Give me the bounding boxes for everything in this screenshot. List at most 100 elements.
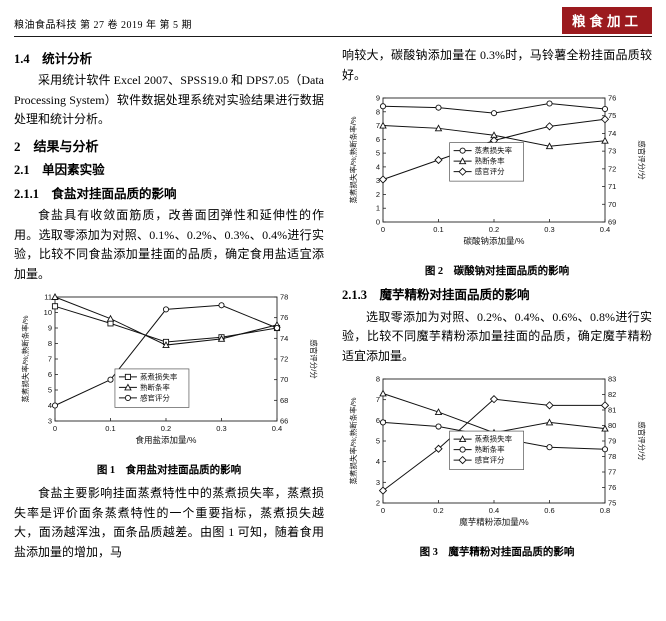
svg-text:0.1: 0.1	[105, 424, 115, 433]
paragraph-konjac-intro: 选取零添加为对照、0.2%、0.4%、0.6%、0.8%进行实验，比较不同魔芋精…	[342, 309, 652, 363]
svg-text:81: 81	[608, 406, 616, 415]
svg-text:感官评分: 感官评分	[140, 393, 170, 403]
svg-text:3: 3	[376, 176, 380, 185]
svg-text:75: 75	[608, 499, 616, 508]
svg-text:75: 75	[608, 111, 616, 120]
paragraph-soda-conclusion: 响较大，碳酸钠添加量在 0.3%时，马铃薯全粉挂面品质较好。	[342, 48, 652, 82]
figure-3-chart: 2 3 4 5 6 7 8 75 76 77 78 79 80 81 82 83 0 0.2 0.4 0.6 0.8 魔芋…	[342, 371, 652, 543]
svg-text:10: 10	[44, 308, 52, 317]
svg-text:70: 70	[280, 375, 288, 384]
svg-text:0.2: 0.2	[161, 424, 171, 433]
svg-text:蒸煮损失率/%;熟断条率/%: 蒸煮损失率/%;熟断条率/%	[348, 116, 358, 203]
svg-text:83: 83	[608, 375, 616, 384]
svg-text:熟断条率: 熟断条率	[475, 156, 505, 166]
svg-text:感官评分: 感官评分	[475, 455, 505, 465]
svg-text:79: 79	[608, 437, 616, 446]
svg-text:1: 1	[376, 204, 380, 213]
svg-text:食用盐添加量/%: 食用盐添加量/%	[136, 435, 197, 445]
svg-text:蒸煮损失率/%;熟断条率/%: 蒸煮损失率/%;熟断条率/%	[348, 397, 358, 484]
svg-text:78: 78	[280, 293, 288, 302]
svg-text:78: 78	[608, 452, 616, 461]
svg-text:蒸煮损失率: 蒸煮损失率	[140, 372, 178, 382]
svg-text:魔芋精粉添加量/%: 魔芋精粉添加量/%	[459, 517, 529, 527]
page-header: 粮油食品科技 第 27 卷 2019 年 第 5 期 粮食加工	[14, 7, 652, 37]
svg-text:蒸煮损失率: 蒸煮损失率	[475, 145, 513, 155]
heading-2-1-3-konjac: 2.1.3 魔芋精粉对挂面品质的影响	[342, 288, 530, 303]
svg-text:感官评分/分: 感官评分/分	[309, 339, 319, 379]
figure-2: 0 1 2 3 4 5 6 7 8 9 69 70 71 72 73 74 75 76 0 0.1 0.2 0.3 0.4 碳…	[342, 90, 652, 280]
svg-text:0.2: 0.2	[489, 225, 499, 234]
svg-text:82: 82	[608, 390, 616, 399]
svg-text:2: 2	[376, 499, 380, 508]
heading-2-1-single-factor: 2.1 单因素实验	[14, 163, 105, 178]
svg-text:3: 3	[376, 478, 380, 487]
svg-text:72: 72	[280, 355, 288, 364]
svg-text:77: 77	[608, 468, 616, 477]
heading-2-results: 2 结果与分析	[14, 139, 99, 155]
svg-text:8: 8	[376, 375, 380, 384]
heading-1-4-statistics: 1.4 统计分析	[14, 52, 93, 66]
svg-text:0.4: 0.4	[272, 424, 282, 433]
svg-text:71: 71	[608, 182, 616, 191]
svg-text:0.3: 0.3	[216, 424, 226, 433]
paragraph-salt-intro: 食盐具有收敛面筋质，改善面团弹性和延伸性的作用。选取零添加为对照、0.1%、0.…	[14, 207, 324, 281]
figure-3-caption: 图 3 魔芋精粉对挂面品质的影响	[419, 547, 575, 559]
svg-text:6: 6	[376, 416, 380, 425]
svg-text:感官评分/分: 感官评分/分	[637, 421, 647, 461]
svg-text:0.3: 0.3	[544, 225, 554, 234]
svg-text:69: 69	[608, 218, 616, 227]
svg-text:74: 74	[280, 334, 288, 343]
svg-text:0: 0	[53, 424, 57, 433]
svg-text:熟断条率: 熟断条率	[140, 382, 170, 392]
figure-2-caption: 图 2 碳酸钠对挂面品质的影响	[424, 266, 570, 278]
svg-text:2: 2	[376, 190, 380, 199]
section-badge: 粮食加工	[562, 7, 652, 34]
svg-text:5: 5	[48, 386, 52, 395]
svg-text:66: 66	[280, 417, 288, 426]
svg-text:0.6: 0.6	[544, 506, 554, 515]
svg-text:68: 68	[280, 396, 288, 405]
figure-3: 2 3 4 5 6 7 8 75 76 77 78 79 80 81 82 83 0 0.2 0.4 0.6 0.8 魔芋…	[342, 371, 652, 561]
svg-text:4: 4	[376, 457, 380, 466]
svg-text:8: 8	[48, 339, 52, 348]
svg-text:熟断条率: 熟断条率	[475, 444, 505, 454]
svg-text:9: 9	[376, 94, 380, 103]
figure-2-chart: 0 1 2 3 4 5 6 7 8 9 69 70 71 72 73 74 75 76 0 0.1 0.2 0.3 0.4 碳…	[342, 90, 652, 262]
svg-text:3: 3	[48, 417, 52, 426]
svg-text:0.4: 0.4	[489, 506, 499, 515]
svg-text:9: 9	[48, 324, 52, 333]
svg-text:11: 11	[44, 293, 52, 302]
svg-text:7: 7	[48, 355, 52, 364]
svg-text:感官评分: 感官评分	[475, 166, 505, 176]
svg-text:0.8: 0.8	[600, 506, 610, 515]
svg-text:碳酸钠添加量/%: 碳酸钠添加量/%	[464, 236, 525, 246]
two-column-body: 1.4 统计分析 采用统计软件 Excel 2007、SPSS19.0 和 DP…	[14, 46, 652, 566]
svg-text:72: 72	[608, 164, 616, 173]
paragraph-salt-discussion: 食盐主要影响挂面蒸煮特性中的蒸煮损失率，蒸煮损失率是评价面条蒸煮特性的一个重要指…	[14, 486, 324, 559]
left-column: 1.4 统计分析 采用统计软件 Excel 2007、SPSS19.0 和 DP…	[14, 46, 324, 566]
svg-text:0: 0	[376, 218, 380, 227]
svg-text:5: 5	[376, 149, 380, 158]
svg-text:7: 7	[376, 121, 380, 130]
svg-text:蒸煮损失率: 蒸煮损失率	[475, 434, 513, 444]
svg-text:6: 6	[48, 370, 52, 379]
journal-info: 粮油食品科技 第 27 卷 2019 年 第 5 期	[14, 20, 192, 31]
svg-text:76: 76	[280, 313, 288, 322]
figure-1: 3 4 5 6 7 8 9 10 11 66 68 70 72 74 76 78 0 0.1 0.2 0.3 0.4 食用…	[14, 289, 324, 479]
svg-text:8: 8	[376, 107, 380, 116]
svg-text:80: 80	[608, 421, 616, 430]
svg-text:7: 7	[376, 395, 380, 404]
svg-text:6: 6	[376, 135, 380, 144]
svg-text:5: 5	[376, 437, 380, 446]
paragraph-statistics: 采用统计软件 Excel 2007、SPSS19.0 和 DPS7.05（Dat…	[14, 73, 324, 127]
svg-text:4: 4	[376, 162, 380, 171]
heading-2-1-1-salt: 2.1.1 食盐对挂面品质的影响	[14, 186, 177, 201]
figure-1-chart: 3 4 5 6 7 8 9 10 11 66 68 70 72 74 76 78 0 0.1 0.2 0.3 0.4 食用…	[14, 289, 324, 461]
svg-text:0.4: 0.4	[600, 225, 610, 234]
svg-text:0.2: 0.2	[433, 506, 443, 515]
svg-text:76: 76	[608, 483, 616, 492]
svg-text:4: 4	[48, 401, 52, 410]
svg-text:74: 74	[608, 129, 616, 138]
